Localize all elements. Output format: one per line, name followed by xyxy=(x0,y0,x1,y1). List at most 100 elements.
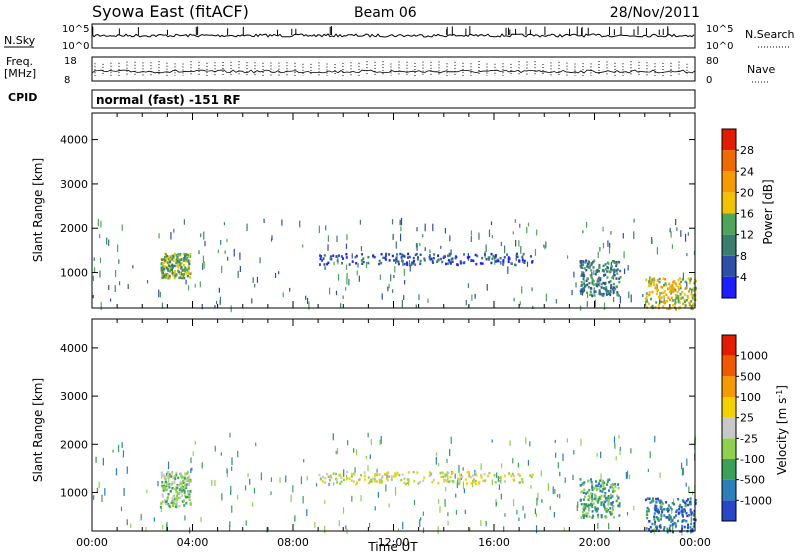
echo-cell xyxy=(657,508,660,512)
echo-cell xyxy=(579,478,582,481)
scatter-point xyxy=(126,519,128,526)
scatter-point xyxy=(333,482,335,486)
power-colorbar-label: Power [dB] xyxy=(761,179,775,244)
echo-cell xyxy=(173,253,176,257)
echo-cell xyxy=(668,518,671,521)
echo-cell xyxy=(687,503,690,507)
echo-cell xyxy=(693,289,696,292)
scatter-point xyxy=(360,495,362,502)
scatter-point xyxy=(503,526,505,532)
scatter-point xyxy=(306,475,308,481)
echo-cell xyxy=(694,518,697,522)
echo-cell xyxy=(667,307,670,311)
echo-cell xyxy=(690,300,693,303)
scatter-point xyxy=(438,498,440,504)
echo-cell xyxy=(683,509,686,513)
echo-cell xyxy=(162,262,165,265)
scatter-point xyxy=(625,471,627,479)
scatter-point xyxy=(594,299,596,308)
echo-cell xyxy=(655,516,658,519)
echo-cell xyxy=(684,286,687,290)
echo-cell xyxy=(598,291,601,294)
echo-cell xyxy=(582,491,585,495)
echo-cell xyxy=(600,286,603,289)
echo-cell xyxy=(173,269,176,273)
scatter-point xyxy=(161,302,164,309)
echo-cell xyxy=(161,500,164,504)
echo-cell xyxy=(163,485,166,489)
scatter-point xyxy=(390,274,392,282)
echo-cell xyxy=(580,490,583,494)
echo-cell xyxy=(656,525,659,528)
echo-cell xyxy=(162,486,165,489)
echo-cell xyxy=(610,264,613,268)
echo-cell xyxy=(687,523,690,527)
echo-cell xyxy=(188,494,191,498)
echo-cell xyxy=(591,294,594,298)
echo-cell xyxy=(181,476,184,479)
echo-cell xyxy=(683,300,686,304)
scatter-point xyxy=(450,258,452,265)
echo-cell xyxy=(690,528,693,532)
scatter-point xyxy=(675,219,677,226)
echo-cell xyxy=(174,497,177,501)
echo-cell xyxy=(474,471,477,475)
echo-cell xyxy=(669,298,672,302)
scatter-point xyxy=(455,493,457,498)
scatter-point xyxy=(527,460,530,466)
scatter-point xyxy=(215,300,218,305)
scatter-point xyxy=(534,508,537,515)
scatter-point xyxy=(393,274,395,279)
echo-cell xyxy=(352,480,355,483)
echo-cell xyxy=(168,486,171,489)
echo-cell xyxy=(164,488,167,492)
echo-cell xyxy=(590,263,593,267)
echo-cell xyxy=(432,478,435,482)
scatter-point xyxy=(369,454,371,460)
echo-cell xyxy=(592,502,595,505)
echo-cell xyxy=(615,264,618,268)
echo-cell xyxy=(187,265,190,268)
echo-cell xyxy=(367,255,370,259)
scatter-point xyxy=(231,505,233,513)
echo-cell xyxy=(611,490,614,493)
scatter-point xyxy=(93,257,95,261)
echo-cell xyxy=(657,303,660,307)
echo-cell xyxy=(662,528,665,531)
scatter-point xyxy=(385,484,387,492)
echo-cell xyxy=(618,261,621,264)
echo-cell xyxy=(658,280,661,284)
echo-cell xyxy=(403,481,406,485)
echo-cell xyxy=(521,258,524,262)
scatter-point xyxy=(649,276,651,283)
scatter-point xyxy=(633,218,635,223)
echo-cell xyxy=(187,270,190,273)
echo-cell xyxy=(174,274,177,278)
echo-cell xyxy=(606,478,609,482)
echo-cell xyxy=(589,478,592,481)
echo-cell xyxy=(410,263,413,267)
echo-cell xyxy=(376,472,379,475)
echo-cell xyxy=(587,285,590,289)
echo-cell xyxy=(673,516,676,519)
echo-cell xyxy=(650,530,653,533)
echo-cell xyxy=(581,266,584,270)
echo-cell xyxy=(184,254,187,258)
echo-cell xyxy=(590,493,593,497)
echo-cell xyxy=(162,273,165,277)
echo-cell xyxy=(470,482,473,485)
echo-cell xyxy=(388,253,391,256)
echo-cell xyxy=(175,253,178,257)
echo-cell xyxy=(587,498,590,502)
colorbar-segment xyxy=(722,234,736,256)
echo-cell xyxy=(648,527,651,531)
echo-cell xyxy=(381,480,384,483)
scatter-point xyxy=(338,520,340,527)
echo-cell xyxy=(671,519,674,522)
echo-cell xyxy=(523,261,526,264)
scatter-point xyxy=(325,225,327,231)
scatter-point xyxy=(512,499,515,507)
scatter-point xyxy=(563,527,565,531)
echo-cell xyxy=(348,477,351,480)
echo-cell xyxy=(168,264,171,267)
